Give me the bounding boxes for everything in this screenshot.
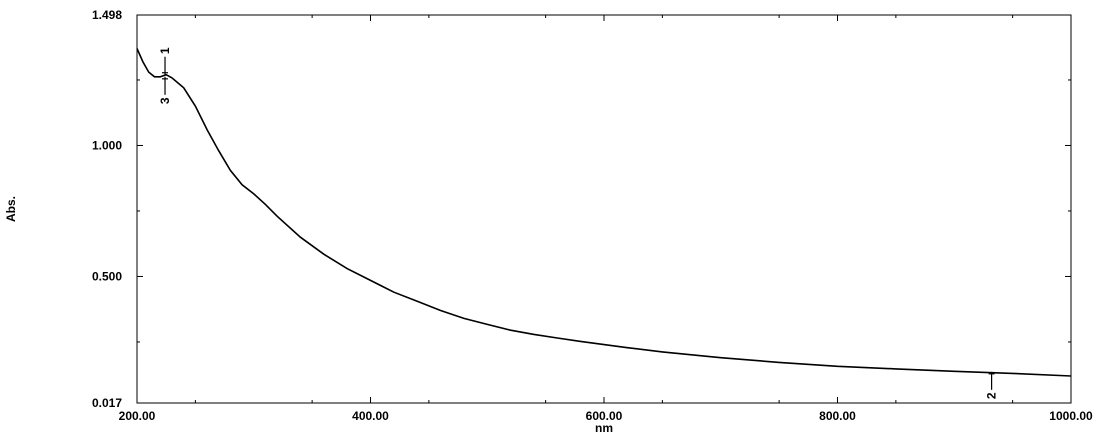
absorbance-line — [136, 48, 1072, 377]
x-axis-title: nm — [595, 421, 613, 433]
x-tick-label: 600.00 — [586, 409, 623, 423]
y-tick-label: 1.498 — [92, 8, 122, 22]
y-tick-label: 0.017 — [92, 396, 122, 410]
peak-markers: 1 3 2 — [158, 47, 999, 399]
peak-label: 3 — [158, 97, 172, 104]
x-axis-ticks: 200.00 400.00 600.00 800.00 1000.00 — [119, 15, 1093, 423]
y-axis-ticks: 0.017 0.500 1.000 1.498 — [92, 8, 1071, 410]
x-tick-label: 200.00 — [119, 409, 156, 423]
y-tick-label: 0.500 — [92, 269, 122, 283]
x-tick-label: 1000.00 — [1049, 409, 1093, 423]
peak-label: 1 — [158, 47, 172, 54]
x-tick-label: 800.00 — [819, 409, 856, 423]
peak-label: 2 — [985, 392, 999, 399]
y-axis-title: Abs. — [4, 196, 18, 222]
x-tick-label: 400.00 — [352, 409, 389, 423]
y-tick-label: 1.000 — [92, 138, 122, 152]
